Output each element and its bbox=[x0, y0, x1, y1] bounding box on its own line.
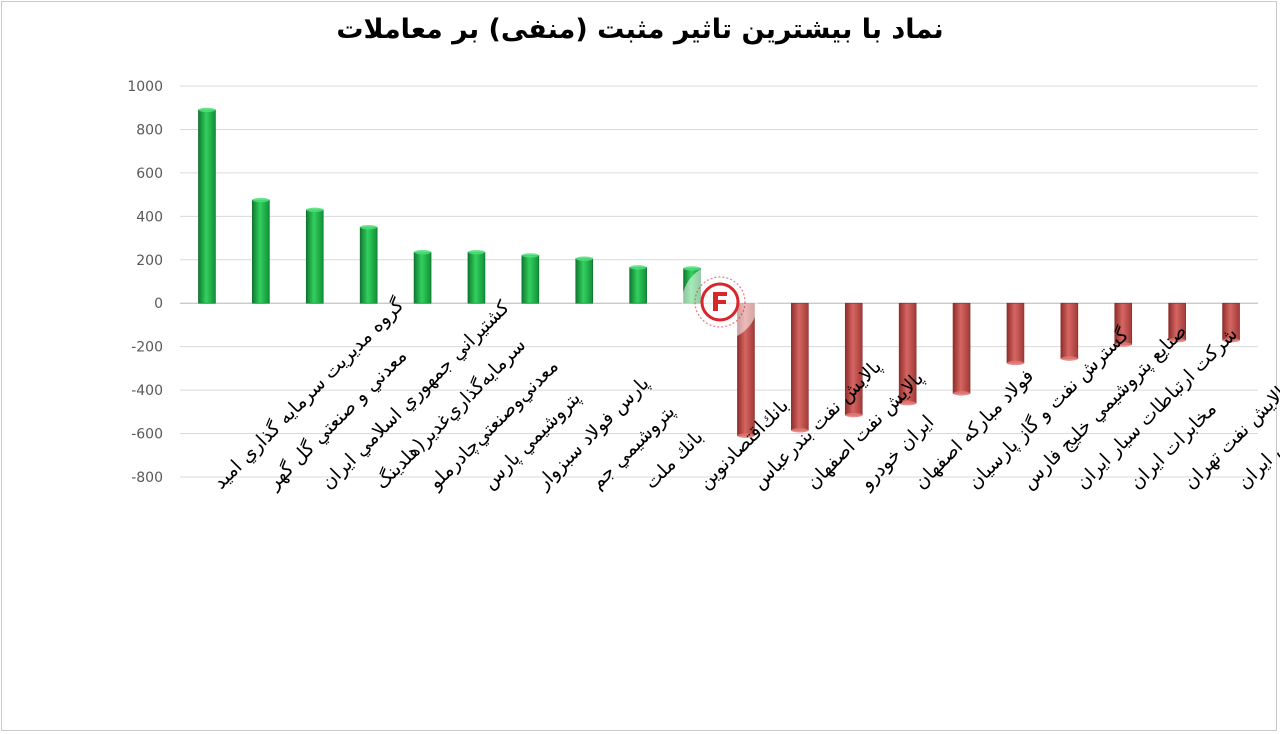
x-tick-label: گروه مديريت سرمايه گذاري اميد bbox=[208, 293, 409, 494]
bar-cap-14 bbox=[899, 400, 917, 406]
bar-cap-17 bbox=[1060, 356, 1078, 361]
bar-8 bbox=[575, 258, 594, 304]
bar-cap-15 bbox=[953, 391, 971, 396]
chart-title: نماد با بیشترین تاثیر مثبت (منفی) بر معا… bbox=[336, 14, 944, 45]
y-tick-label: -200 bbox=[131, 340, 163, 356]
bar-cap-12 bbox=[791, 428, 809, 433]
bar-16 bbox=[1006, 302, 1025, 364]
bar-17 bbox=[1060, 302, 1079, 359]
watermark-logo bbox=[682, 264, 758, 340]
bar-cap-4 bbox=[360, 224, 378, 230]
bar-cap-6 bbox=[467, 249, 485, 255]
bar-7 bbox=[521, 255, 540, 304]
bars bbox=[198, 107, 1240, 438]
bar-15 bbox=[952, 302, 971, 394]
y-tick-label: -600 bbox=[131, 427, 163, 443]
bar-5 bbox=[413, 251, 432, 304]
y-tick-label: 1000 bbox=[127, 79, 163, 95]
bar-9 bbox=[629, 267, 647, 304]
bar-cap-9 bbox=[629, 265, 647, 270]
bar-1 bbox=[198, 109, 216, 304]
y-tick-label: 400 bbox=[136, 209, 163, 225]
bar-12 bbox=[791, 302, 809, 431]
y-tick-label: 0 bbox=[154, 296, 163, 312]
bar-cap-20 bbox=[1222, 337, 1240, 343]
y-tick-label: 800 bbox=[136, 122, 163, 138]
bar-cap-7 bbox=[521, 253, 539, 258]
bar-cap-2 bbox=[252, 197, 270, 203]
y-tick-label: -400 bbox=[131, 383, 163, 399]
bar-cap-8 bbox=[575, 256, 593, 261]
y-tick-label: -800 bbox=[131, 470, 163, 486]
bar-6 bbox=[467, 251, 486, 304]
bar-cap-19 bbox=[1168, 337, 1186, 343]
bar-cap-18 bbox=[1114, 342, 1132, 347]
bar-2 bbox=[252, 199, 270, 304]
bar-4 bbox=[359, 226, 378, 304]
bar-cap-13 bbox=[845, 412, 863, 418]
bar-cap-5 bbox=[414, 249, 432, 255]
bar-cap-1 bbox=[198, 107, 216, 113]
y-tick-label: 200 bbox=[136, 253, 163, 269]
bar-cap-10 bbox=[683, 266, 701, 271]
bar-3 bbox=[305, 209, 324, 304]
y-tick-label: 600 bbox=[136, 166, 163, 182]
bar-cap-11 bbox=[737, 433, 755, 438]
y-axis: 1000 800 600 400 200 0 -200 -400 -600 -800 bbox=[127, 79, 163, 486]
bar-cap-3 bbox=[306, 207, 324, 213]
bar-cap-16 bbox=[1006, 360, 1024, 366]
